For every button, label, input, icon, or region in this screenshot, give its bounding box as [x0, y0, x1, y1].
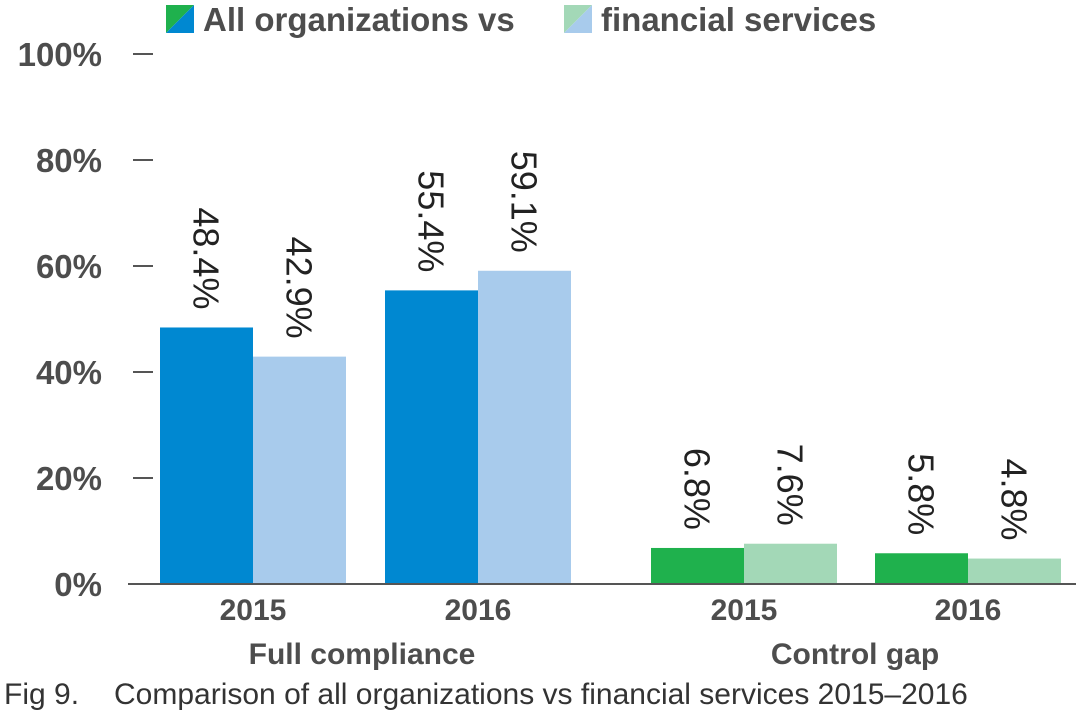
bar-value-label: 5.8%	[901, 453, 942, 535]
y-tick-label: 40%	[36, 354, 102, 391]
bars	[160, 270, 1061, 584]
bar-all-organizations	[875, 553, 968, 584]
bar-value-label: 59.1%	[504, 151, 545, 253]
bar-all-organizations	[651, 547, 744, 584]
y-tick-label: 60%	[36, 248, 102, 285]
x-tick-label: 2015	[220, 594, 287, 627]
bar-chart: All organizations vs financial services …	[18, 1, 1076, 671]
bar-value-label: 4.8%	[994, 458, 1035, 540]
bar-financial-services	[253, 356, 346, 584]
bar-all-organizations	[160, 327, 253, 584]
legend: All organizations vs financial services	[166, 1, 876, 38]
figure-number: Fig 9.	[4, 678, 80, 711]
bar-value-label: 7.6%	[770, 444, 811, 526]
figure-caption-text: Comparison of all organizations vs finan…	[114, 678, 968, 711]
bar-financial-services	[478, 270, 571, 584]
bar-financial-services	[968, 558, 1061, 584]
x-tick-label: 2015	[711, 594, 778, 627]
bar-value-label: 55.4%	[411, 170, 452, 272]
y-tick-label: 0%	[54, 566, 102, 603]
y-axis: 0% 20% 40% 60% 80% 100%	[18, 36, 153, 603]
y-tick-label: 100%	[18, 36, 102, 73]
bar-financial-services	[744, 543, 837, 584]
value-labels: 48.4% 42.9% 55.4% 59.1% 6.8% 7.6% 5.8% 4.8%	[186, 151, 1035, 541]
x-group-label: Control gap	[771, 638, 939, 671]
y-tick-label: 80%	[36, 142, 102, 179]
x-group-label: Full compliance	[249, 638, 476, 671]
legend-label-primary: All organizations vs	[203, 1, 515, 38]
x-tick-label: 2016	[935, 594, 1002, 627]
x-tick-label: 2016	[445, 594, 512, 627]
bar-all-organizations	[385, 290, 478, 584]
bar-value-label: 42.9%	[279, 237, 320, 339]
y-tick-label: 20%	[36, 460, 102, 497]
bar-value-label: 6.8%	[677, 448, 718, 530]
x-axis-labels: 2015 2016 Full compliance 2015 2016 Control g…	[220, 594, 1002, 671]
bar-value-label: 48.4%	[186, 207, 227, 309]
figure-caption: Fig 9. Comparison of all organizations v…	[0, 676, 1080, 718]
legend-swatch-primary-icon	[166, 5, 194, 33]
legend-label-secondary: financial services	[601, 1, 876, 38]
legend-swatch-secondary-icon	[564, 5, 592, 33]
